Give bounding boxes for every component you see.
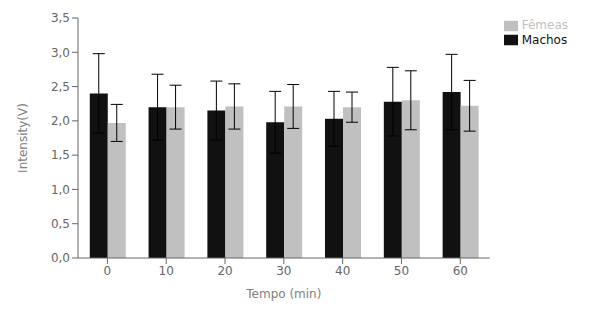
- svg-text:30: 30: [276, 264, 291, 278]
- svg-text:40: 40: [335, 264, 350, 278]
- svg-text:3,0: 3,0: [51, 46, 70, 60]
- svg-text:2,0: 2,0: [51, 114, 70, 128]
- svg-text:3,5: 3,5: [51, 11, 70, 25]
- svg-text:1,5: 1,5: [51, 148, 70, 162]
- svg-text:0,0: 0,0: [51, 251, 70, 265]
- html-text:Machos: Machos: [521, 32, 568, 47]
- svg-text:Intensity(V): Intensity(V): [16, 103, 30, 173]
- html-text:Fêmeas: Fêmeas: [521, 18, 568, 32]
- svg-text:Tempo (min): Tempo (min): [245, 287, 321, 301]
- svg-text:2,5: 2,5: [51, 80, 70, 94]
- svg-text:0,5: 0,5: [51, 217, 70, 231]
- svg-text:60: 60: [453, 264, 468, 278]
- svg-text:50: 50: [394, 264, 409, 278]
- svg-text:1,0: 1,0: [51, 183, 70, 197]
- svg-text:20: 20: [217, 264, 232, 278]
- svg-text:10: 10: [159, 264, 174, 278]
- svg-text:0: 0: [104, 264, 112, 278]
